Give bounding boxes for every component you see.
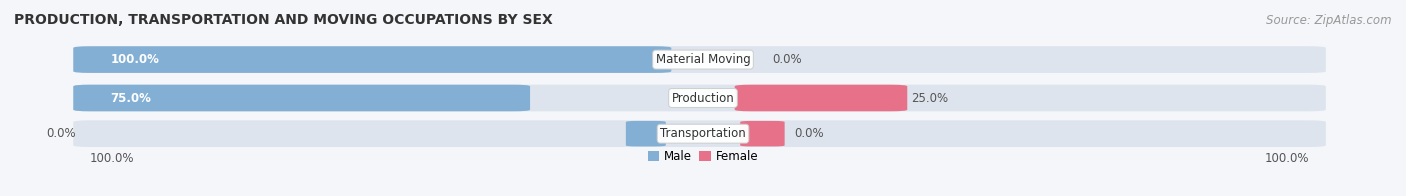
FancyBboxPatch shape (626, 121, 666, 146)
Text: Material Moving: Material Moving (655, 53, 751, 66)
Text: 100.0%: 100.0% (1265, 152, 1309, 165)
Text: 100.0%: 100.0% (90, 152, 135, 165)
FancyBboxPatch shape (73, 46, 1326, 73)
Text: 0.0%: 0.0% (772, 53, 801, 66)
FancyBboxPatch shape (73, 85, 1326, 111)
Text: Transportation: Transportation (661, 127, 745, 140)
FancyBboxPatch shape (73, 46, 671, 73)
Text: 100.0%: 100.0% (111, 53, 159, 66)
Text: 25.0%: 25.0% (911, 92, 949, 104)
Text: 0.0%: 0.0% (794, 127, 824, 140)
FancyBboxPatch shape (73, 120, 1326, 147)
Text: Production: Production (672, 92, 734, 104)
Text: Source: ZipAtlas.com: Source: ZipAtlas.com (1267, 14, 1392, 27)
Text: 75.0%: 75.0% (111, 92, 152, 104)
Text: PRODUCTION, TRANSPORTATION AND MOVING OCCUPATIONS BY SEX: PRODUCTION, TRANSPORTATION AND MOVING OC… (14, 13, 553, 27)
Text: 0.0%: 0.0% (46, 127, 76, 140)
Legend: Male, Female: Male, Female (643, 145, 763, 168)
FancyBboxPatch shape (73, 85, 530, 111)
FancyBboxPatch shape (740, 121, 785, 146)
FancyBboxPatch shape (735, 85, 907, 111)
